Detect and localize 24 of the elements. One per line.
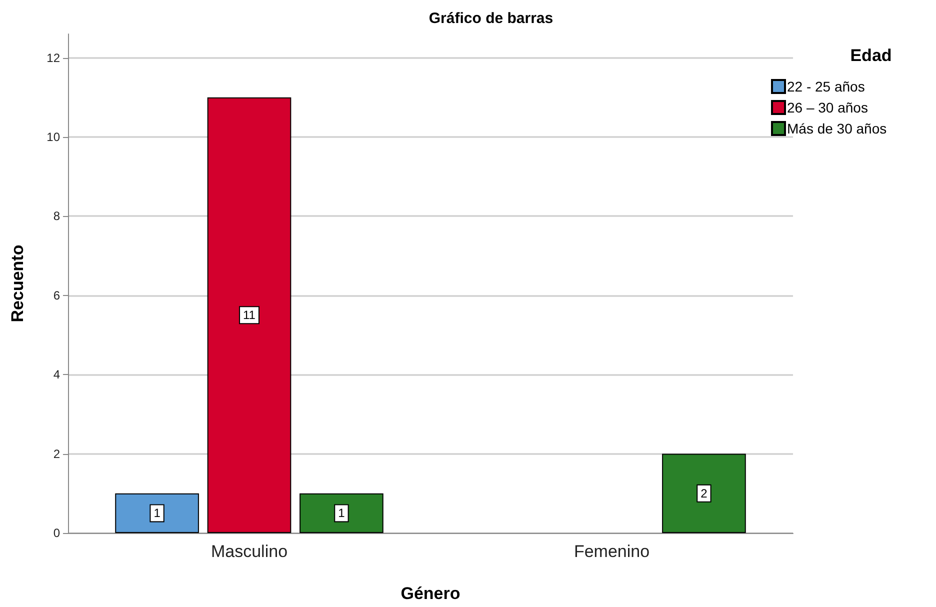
data-label: 1 xyxy=(338,506,346,520)
legend-label: Más de 30 años xyxy=(787,120,887,136)
legend-label: 26 – 30 años xyxy=(787,100,868,116)
data-label: 2 xyxy=(700,486,708,500)
y-tick-label: 10 xyxy=(46,130,60,144)
y-tick-label: 4 xyxy=(53,368,60,382)
y-tick-label: 8 xyxy=(53,209,60,224)
bar xyxy=(207,97,292,533)
legend-title: Edad xyxy=(850,46,892,65)
bar xyxy=(662,454,746,533)
legend-label: 22 - 25 años xyxy=(787,78,865,94)
data-label: 11 xyxy=(243,308,256,322)
x-tick-label: Femenino xyxy=(574,542,650,561)
data-label: 1 xyxy=(154,506,161,520)
y-tick-label: 6 xyxy=(53,288,60,302)
x-axis-title: Género xyxy=(400,584,460,603)
bar xyxy=(115,493,199,533)
y-tick-label: 12 xyxy=(46,50,60,65)
bar xyxy=(300,493,384,533)
chart-title: Gráfico de barras xyxy=(428,10,554,27)
x-tick-label: Masculino xyxy=(210,542,288,561)
y-tick-label: 0 xyxy=(53,526,60,540)
y-tick-label: 2 xyxy=(53,446,60,461)
y-axis-title: Recuento xyxy=(8,244,27,322)
